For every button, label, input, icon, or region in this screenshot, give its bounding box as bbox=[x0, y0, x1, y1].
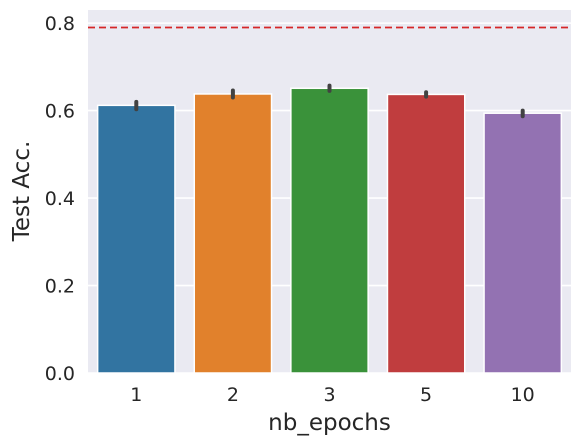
x-tick-label: 2 bbox=[227, 384, 239, 406]
x-tick-labels: 1 2 3 5 10 bbox=[130, 384, 535, 406]
bar-3 bbox=[290, 87, 369, 374]
x-tick-label: 10 bbox=[511, 384, 535, 406]
y-tick-labels: 0.0 0.2 0.4 0.6 0.8 bbox=[45, 13, 75, 385]
x-tick-label: 5 bbox=[420, 384, 432, 406]
error-bars bbox=[134, 83, 525, 119]
x-tick-label: 1 bbox=[130, 384, 142, 406]
x-tick-label: 3 bbox=[323, 384, 335, 406]
y-tick-label: 0.8 bbox=[45, 13, 75, 35]
bar-10 bbox=[483, 112, 563, 374]
bar-5 bbox=[386, 93, 466, 374]
y-tick-label: 0.0 bbox=[45, 363, 75, 385]
y-tick-label: 0.2 bbox=[45, 276, 75, 298]
y-axis-title: Test Acc. bbox=[9, 141, 35, 243]
x-axis-title: nb_epochs bbox=[268, 410, 391, 436]
y-tick-label: 0.6 bbox=[45, 101, 75, 123]
y-tick-label: 0.4 bbox=[45, 188, 75, 210]
bar-1 bbox=[96, 104, 176, 374]
bar-2 bbox=[193, 93, 273, 374]
bars bbox=[96, 87, 563, 374]
